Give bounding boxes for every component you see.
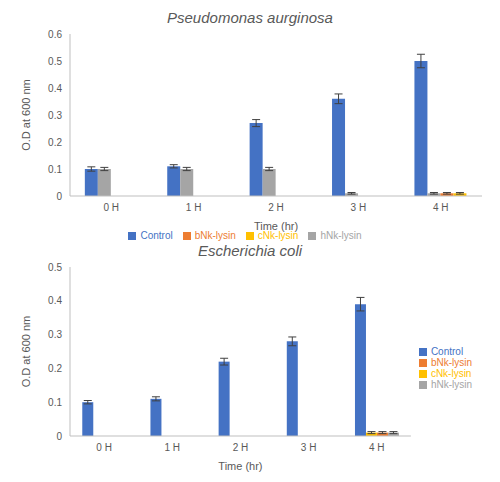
svg-text:0.4: 0.4 (48, 83, 62, 94)
svg-text:2 H: 2 H (233, 442, 249, 453)
html-text:cNk-lysin: cNk-lysin (257, 230, 299, 241)
svg-text:3 H: 3 H (301, 442, 317, 453)
svg-text:O.D at 600 nm: O.D at 600 nm (20, 316, 32, 388)
svg-text:4 H: 4 H (369, 442, 385, 453)
svg-text:Time (hr): Time (hr) (254, 220, 298, 232)
html-text:Control: Control (430, 345, 464, 357)
svg-text:0.2: 0.2 (48, 137, 62, 148)
svg-text:0: 0 (56, 431, 62, 442)
html-text:bNk-lysin: bNk-lysin (194, 230, 236, 241)
html-text:cNk-lysin: cNk-lysin (430, 367, 472, 379)
svg-text:0.4: 0.4 (48, 295, 62, 306)
svg-text:0.1: 0.1 (48, 164, 62, 175)
svg-text:0.1: 0.1 (48, 397, 62, 408)
html-text:hNk-lysin: hNk-lysin (430, 378, 472, 390)
svg-text:0.6: 0.6 (48, 29, 62, 40)
svg-text:0.5: 0.5 (48, 56, 62, 67)
svg-text:0.3: 0.3 (48, 329, 62, 340)
svg-text:1 H: 1 H (186, 202, 202, 213)
svg-text:0.2: 0.2 (48, 363, 62, 374)
svg-text:0 H: 0 H (103, 202, 119, 213)
svg-text:0 H: 0 H (96, 442, 112, 453)
html-text:Pseudomonas aurginosa: Pseudomonas aurginosa (167, 9, 333, 26)
svg-text:4 H: 4 H (433, 202, 449, 213)
svg-text:O.D at 600 nm: O.D at 600 nm (20, 79, 32, 151)
svg-text:1 H: 1 H (164, 442, 180, 453)
svg-text:3 H: 3 H (351, 202, 367, 213)
svg-text:0.3: 0.3 (48, 110, 62, 121)
html-text:Control: Control (140, 230, 173, 241)
svg-text:Time (hr): Time (hr) (218, 460, 262, 472)
svg-text:0.5: 0.5 (48, 262, 62, 273)
html-text:hNk-lysin: hNk-lysin (320, 230, 362, 241)
html-text:Escherichia coli: Escherichia coli (197, 242, 303, 259)
svg-text:0: 0 (56, 191, 62, 202)
svg-text:2 H: 2 H (268, 202, 284, 213)
html-text:bNk-lysin: bNk-lysin (430, 356, 472, 368)
